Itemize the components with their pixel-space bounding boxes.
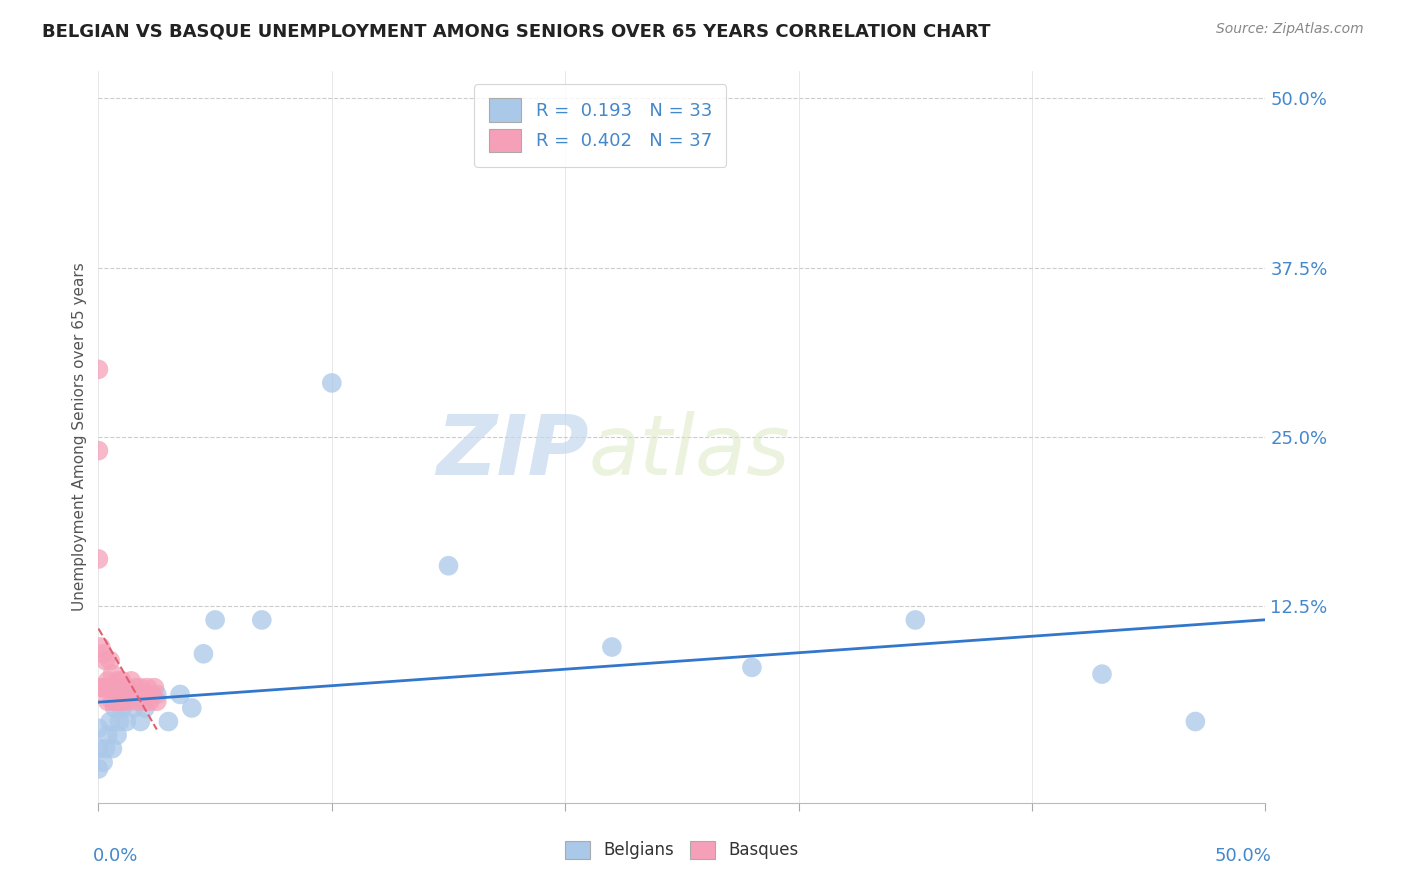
Point	[193, 647, 215, 661]
Point	[321, 376, 343, 390]
Point	[127, 694, 149, 708]
Point	[204, 613, 226, 627]
Point	[98, 714, 121, 729]
Y-axis label: Unemployment Among Seniors over 65 years: Unemployment Among Seniors over 65 years	[72, 263, 87, 611]
Point	[115, 714, 138, 729]
Point	[97, 728, 120, 742]
Point	[91, 681, 114, 695]
Point	[87, 721, 110, 735]
Point	[1184, 714, 1206, 729]
Point	[111, 688, 134, 702]
Point	[129, 714, 152, 729]
Point	[139, 694, 162, 708]
Point	[118, 694, 141, 708]
Point	[101, 741, 124, 756]
Point	[101, 694, 124, 708]
Point	[90, 640, 112, 654]
Point	[111, 673, 134, 688]
Point	[108, 714, 131, 729]
Point	[437, 558, 460, 573]
Point	[157, 714, 180, 729]
Point	[91, 755, 114, 769]
Point	[146, 688, 169, 702]
Point	[87, 362, 110, 376]
Point	[904, 613, 927, 627]
Point	[111, 694, 134, 708]
Point	[741, 660, 763, 674]
Point	[104, 701, 127, 715]
Point	[104, 681, 127, 695]
Point	[600, 640, 623, 654]
Point	[104, 694, 127, 708]
Point	[94, 741, 117, 756]
Point	[122, 688, 145, 702]
Point	[87, 741, 110, 756]
Point	[97, 673, 120, 688]
Text: ZIP: ZIP	[436, 411, 589, 492]
Point	[132, 688, 155, 702]
Point	[105, 728, 128, 742]
Point	[136, 681, 159, 695]
Point	[87, 552, 110, 566]
Point	[94, 681, 117, 695]
Point	[143, 681, 166, 695]
Point	[105, 688, 128, 702]
Point	[146, 694, 169, 708]
Point	[134, 694, 156, 708]
Point	[129, 681, 152, 695]
Point	[169, 688, 191, 702]
Point	[111, 701, 134, 715]
Point	[118, 688, 141, 702]
Text: Source: ZipAtlas.com: Source: ZipAtlas.com	[1216, 22, 1364, 37]
Point	[101, 667, 124, 681]
Point	[115, 681, 138, 695]
Point	[94, 654, 117, 668]
Point	[105, 673, 128, 688]
Legend: Belgians, Basques: Belgians, Basques	[557, 832, 807, 868]
Point	[134, 701, 156, 715]
Point	[97, 694, 120, 708]
Point	[180, 701, 202, 715]
Point	[1091, 667, 1114, 681]
Point	[87, 443, 110, 458]
Text: atlas: atlas	[589, 411, 790, 492]
Text: 50.0%: 50.0%	[1215, 847, 1271, 864]
Point	[141, 688, 163, 702]
Point	[91, 647, 114, 661]
Point	[112, 681, 135, 695]
Point	[125, 688, 148, 702]
Point	[98, 681, 121, 695]
Point	[125, 681, 148, 695]
Text: BELGIAN VS BASQUE UNEMPLOYMENT AMONG SENIORS OVER 65 YEARS CORRELATION CHART: BELGIAN VS BASQUE UNEMPLOYMENT AMONG SEN…	[42, 22, 991, 40]
Point	[108, 694, 131, 708]
Point	[250, 613, 273, 627]
Point	[87, 762, 110, 776]
Point	[120, 673, 142, 688]
Point	[98, 654, 121, 668]
Text: 0.0%: 0.0%	[93, 847, 138, 864]
Point	[122, 701, 145, 715]
Point	[90, 681, 112, 695]
